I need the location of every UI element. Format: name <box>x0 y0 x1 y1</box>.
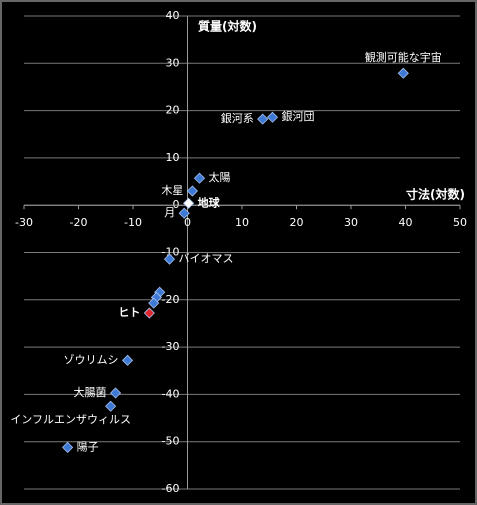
point-label: 観測可能な宇宙 <box>365 50 442 64</box>
point-label: ゾウリムシ <box>64 353 119 366</box>
point-label: 木星 <box>161 184 183 197</box>
data-point <box>186 185 198 197</box>
y-tick-label: -10 <box>162 246 180 259</box>
point-label: 陽子 <box>77 440 99 453</box>
x-tick-label: -30 <box>15 216 33 229</box>
y-axis-title: 質量(対数) <box>198 19 257 34</box>
data-point <box>143 307 155 319</box>
y-tick-label: -50 <box>162 435 180 448</box>
data-point <box>105 400 117 412</box>
x-axis-title: 寸法(対数) <box>406 187 465 202</box>
data-point <box>163 253 176 265</box>
x-tick-label: 40 <box>399 216 413 229</box>
x-tick-label: 30 <box>344 216 358 229</box>
x-tick-label: 20 <box>290 216 304 229</box>
y-tick-label: -40 <box>162 387 180 400</box>
data-point <box>121 354 134 366</box>
data-point <box>109 387 122 399</box>
y-tick-label: 30 <box>166 56 180 69</box>
x-tick-label: -10 <box>124 216 142 229</box>
point-label: 銀河系 <box>221 111 254 125</box>
data-point <box>193 172 206 184</box>
y-tick-label: -30 <box>162 340 180 353</box>
x-tick-label: 50 <box>453 216 467 229</box>
point-label: 太陽 <box>208 171 230 184</box>
data-point <box>62 441 74 453</box>
data-point <box>178 207 190 219</box>
data-point <box>257 113 269 125</box>
y-tick-label: 40 <box>166 9 180 22</box>
y-tick-label: -60 <box>162 482 180 495</box>
point-label: 銀河団 <box>282 109 315 123</box>
point-label: インフルエンザウィルス <box>10 413 131 426</box>
y-tick-label: 20 <box>166 104 180 117</box>
point-label: バイオマス <box>179 252 234 265</box>
data-point <box>183 197 195 209</box>
x-tick-label: 0 <box>184 216 191 229</box>
point-label: 大腸菌 <box>74 385 107 399</box>
x-tick-label: -20 <box>70 216 88 229</box>
data-point <box>266 111 279 123</box>
data-point <box>148 297 160 309</box>
x-tick-label: 10 <box>235 216 249 229</box>
point-label: 月 <box>164 206 175 219</box>
y-tick-label: 10 <box>166 151 180 164</box>
data-point <box>397 67 409 79</box>
point-label: ヒト <box>118 306 140 319</box>
y-tick-label: -20 <box>162 293 180 306</box>
point-label: 地球 <box>198 195 221 209</box>
